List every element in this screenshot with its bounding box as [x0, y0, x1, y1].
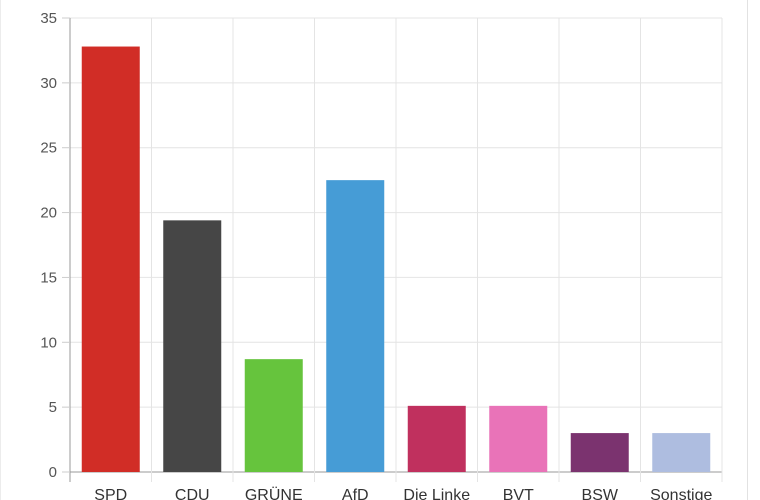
bar-die-linke — [407, 405, 466, 472]
x-tick-label: BVT — [503, 487, 534, 500]
y-tick-label: 15 — [40, 269, 57, 286]
bar-grüne — [244, 359, 303, 472]
y-tick-label: 25 — [40, 140, 57, 157]
x-tick-label: Die Linke — [403, 487, 470, 500]
bar-bvt — [489, 405, 548, 472]
x-tick-label: Sonstige — [650, 487, 712, 500]
y-tick-label: 30 — [40, 75, 57, 92]
x-tick-label: BSW — [582, 487, 619, 500]
y-tick-label: 0 — [49, 464, 57, 481]
x-tick-label: CDU — [175, 487, 210, 500]
x-tick-label: GRÜNE — [245, 486, 303, 500]
label-layer: 0 5 10 15 20 25 30 35 SPD CDU GRÜNE AfD Die Linke BVT… — [40, 10, 712, 500]
x-tick-label: SPD — [94, 487, 127, 500]
grid-layer — [69, 17, 723, 482]
axis-layer — [62, 17, 70, 473]
bar-layer — [81, 46, 711, 473]
x-tick-label: AfD — [342, 487, 369, 500]
y-tick-label: 35 — [40, 10, 57, 27]
y-tick-label: 20 — [40, 205, 57, 222]
y-tick-label: 5 — [49, 399, 57, 416]
bar-spd — [81, 46, 140, 473]
bar-sonstige — [652, 433, 711, 472]
bar-afd — [326, 180, 385, 472]
bar-bsw — [570, 433, 629, 472]
y-tick-label: 10 — [40, 334, 57, 351]
bar-cdu — [163, 220, 222, 472]
